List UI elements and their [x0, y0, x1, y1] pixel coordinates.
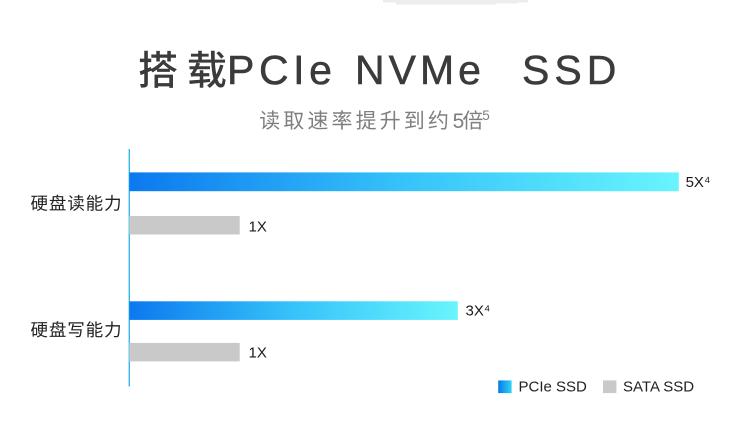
- svg-text:5: 5: [453, 110, 465, 133]
- svg-text:NVMe: NVMe: [355, 47, 485, 93]
- svg-text:5: 5: [482, 108, 490, 123]
- svg-text:1X: 1X: [249, 344, 267, 361]
- svg-text:PCIe SSD: PCIe SSD: [519, 379, 588, 396]
- svg-text:PCIe: PCIe: [227, 47, 337, 93]
- svg-text:5X⁴: 5X⁴: [686, 174, 711, 191]
- svg-text:3X⁴: 3X⁴: [466, 303, 491, 320]
- svg-text:SATA SSD: SATA SSD: [623, 379, 694, 396]
- svg-text:1X: 1X: [249, 219, 267, 236]
- svg-text:SSD: SSD: [522, 47, 621, 93]
